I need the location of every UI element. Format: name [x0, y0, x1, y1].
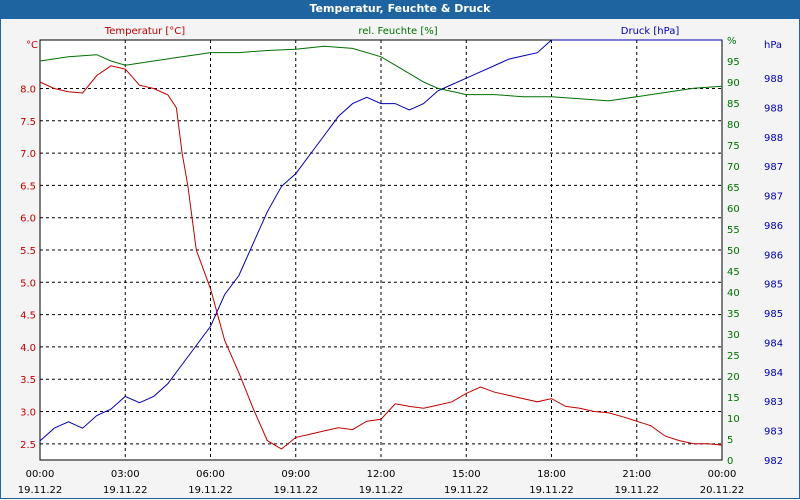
pressure-tick-label: 983	[764, 397, 783, 408]
temperature-tick-label: 6.5	[20, 181, 36, 192]
pressure-tick-label: 987	[764, 192, 783, 203]
x-tick-date-label: 19.11.22	[188, 485, 233, 496]
pressure-tick-label: 984	[764, 368, 783, 379]
x-tick-date-label: 19.11.22	[273, 485, 318, 496]
humidity-tick-label: 85	[727, 99, 740, 110]
x-tick-time-label: 00:00	[26, 469, 55, 480]
x-tick-date-label: 19.11.22	[18, 485, 63, 496]
humidity-tick-label: %	[727, 36, 737, 47]
x-tick-date-label: 19.11.22	[444, 485, 489, 496]
temperature-tick-label: 2.5	[20, 440, 36, 451]
humidity-tick-label: 65	[727, 183, 740, 194]
humidity-axis-title: rel. Feuchte [%]	[358, 26, 437, 37]
humidity-series-line	[39, 45, 723, 102]
pressure-tick-label: 984	[764, 338, 783, 349]
temperature-tick-label: 5.0	[20, 278, 36, 289]
pressure-series-line	[39, 39, 722, 442]
pressure-tick-label: 985	[764, 309, 783, 320]
humidity-tick-label: 75	[727, 141, 740, 152]
temperature-tick-label: 3.5	[20, 375, 36, 386]
temperature-tick-label: 8.0	[20, 84, 36, 95]
x-tick-time-label: 12:00	[367, 469, 396, 480]
window-title: Temperatur, Feuchte & Druck	[0, 0, 800, 19]
humidity-tick-label: 25	[727, 351, 740, 362]
x-tick-time-label: 06:00	[196, 469, 225, 480]
temperature-axis-title: Temperatur [°C]	[104, 26, 185, 37]
pressure-tick-label: 983	[764, 427, 783, 438]
humidity-tick-label: 80	[727, 120, 740, 131]
temperature-tick-label: 4.0	[20, 343, 36, 354]
x-tick-time-label: 03:00	[111, 469, 140, 480]
pressure-tick-label: 982	[764, 456, 783, 467]
x-tick-time-label: 15:00	[452, 469, 481, 480]
temperature-tick-label: 3.0	[20, 408, 36, 419]
x-tick-date-label: 19.11.22	[103, 485, 148, 496]
temperature-tick-label: 7.5	[20, 117, 36, 128]
humidity-tick-label: 5	[727, 435, 733, 446]
humidity-tick-label: 35	[727, 309, 740, 320]
humidity-tick-label: 20	[727, 372, 740, 383]
temperature-tick-label: 6.0	[20, 214, 36, 225]
x-tick-date-label: 19.11.22	[529, 485, 574, 496]
x-tick-time-label: 00:00	[708, 469, 737, 480]
x-tick-time-label: 21:00	[622, 469, 651, 480]
humidity-tick-label: 60	[727, 204, 740, 215]
temperature-tick-label: 4.5	[20, 311, 36, 322]
temperature-unit-label: °C	[26, 40, 38, 51]
x-tick-time-label: 09:00	[281, 469, 310, 480]
humidity-tick-label: 55	[727, 225, 740, 236]
humidity-tick-label: 45	[727, 267, 740, 278]
temperature-tick-label: 5.5	[20, 246, 36, 257]
x-tick-time-label: 18:00	[537, 469, 566, 480]
humidity-tick-label: 50	[727, 246, 740, 257]
humidity-tick-label: 10	[727, 414, 740, 425]
humidity-tick-label: 95	[727, 57, 740, 68]
pressure-tick-label: 988	[764, 133, 783, 144]
pressure-axis-title: Druck [hPa]	[621, 26, 680, 37]
humidity-tick-label: 40	[727, 288, 740, 299]
pressure-tick-label: 986	[764, 221, 783, 232]
x-tick-date-label: 19.11.22	[359, 485, 404, 496]
pressure-tick-label: 988	[764, 103, 783, 114]
humidity-tick-label: 0	[727, 456, 733, 467]
humidity-tick-label: 30	[727, 330, 740, 341]
humidity-tick-label: 90	[727, 78, 740, 89]
temperature-tick-label: 7.0	[20, 149, 36, 160]
pressure-tick-label: 985	[764, 280, 783, 291]
temperature-series-line	[39, 65, 723, 450]
x-tick-date-label: 20.11.22	[700, 485, 745, 496]
pressure-tick-label: 988	[764, 74, 783, 85]
pressure-tick-label: 986	[764, 250, 783, 261]
humidity-tick-label: 70	[727, 162, 740, 173]
pressure-unit-label: hPa	[764, 40, 782, 51]
pressure-tick-label: 987	[764, 162, 783, 173]
x-tick-date-label: 19.11.22	[614, 485, 659, 496]
humidity-tick-label: 15	[727, 393, 740, 404]
